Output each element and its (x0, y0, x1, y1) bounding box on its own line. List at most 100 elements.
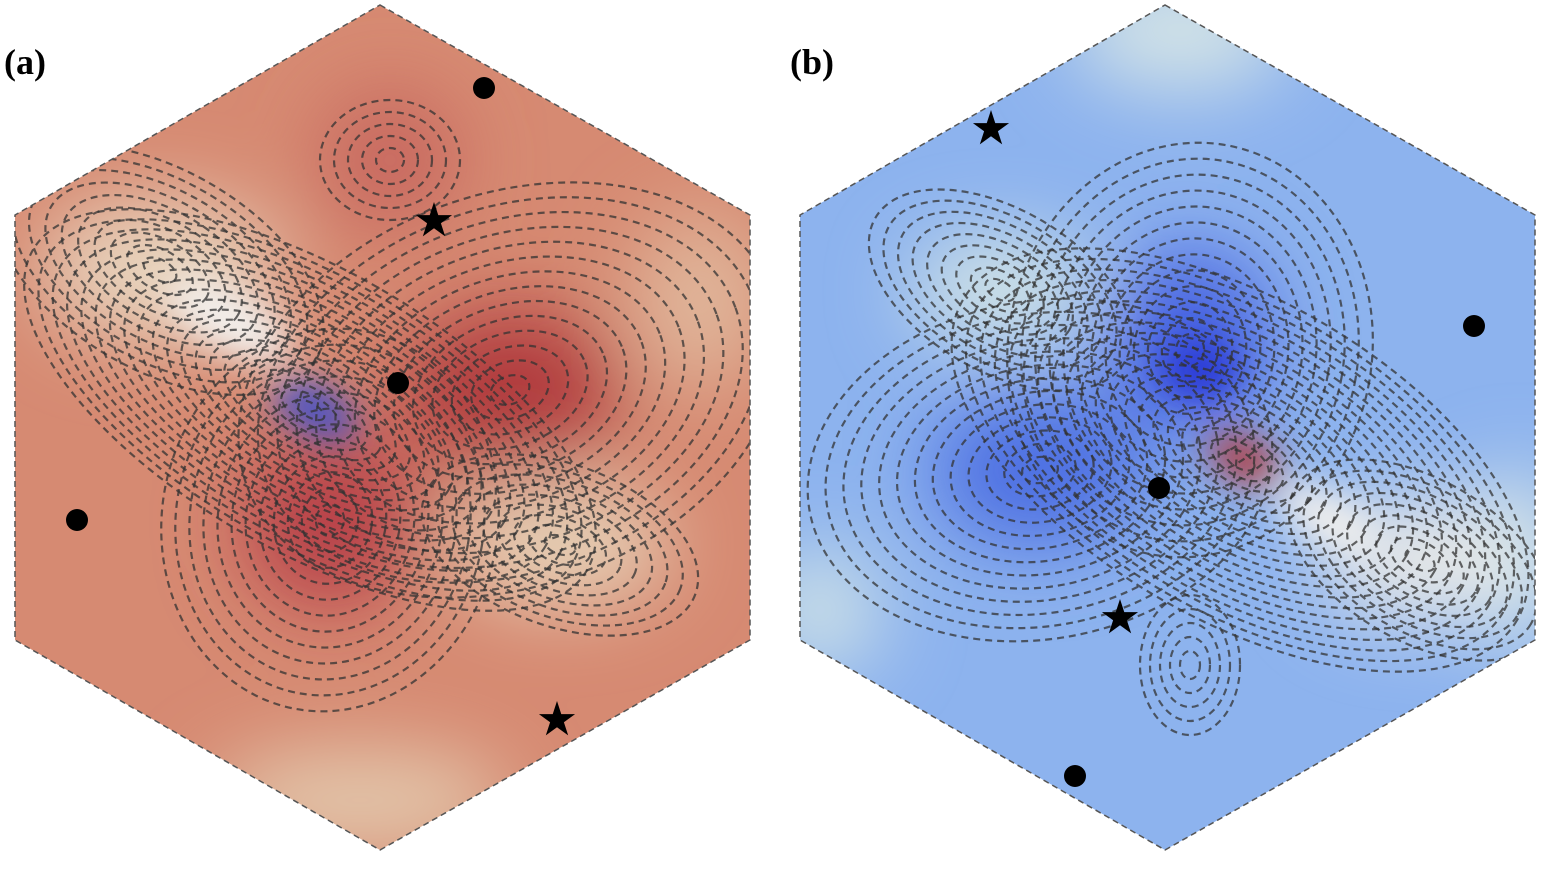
contour-line (60, 193, 260, 347)
contour-line (878, 350, 1202, 590)
contour-line (286, 471, 374, 569)
contour-line (1104, 253, 1276, 447)
contour-line (180, 318, 440, 502)
contour-line (137, 288, 483, 532)
contour-line (1404, 547, 1436, 573)
contour-line (1360, 514, 1480, 606)
contour-line (276, 210, 744, 570)
contour-line (251, 368, 369, 452)
markers-a (66, 77, 576, 736)
contour-line (216, 391, 444, 649)
contour-line (1375, 525, 1465, 595)
dot-marker (1463, 315, 1485, 337)
contour-line (955, 255, 1045, 325)
contour-line (1166, 405, 1314, 515)
dot-marker (1064, 765, 1086, 787)
contour-line (314, 502, 346, 538)
contour-line (188, 359, 472, 681)
contour-line (294, 398, 326, 422)
contour-line (1287, 458, 1535, 662)
contour-line (1138, 593, 1242, 737)
contour-line (1158, 621, 1222, 709)
panel-a-map (15, 5, 750, 850)
contour-line (1210, 437, 1270, 483)
contour-line (1003, 442, 1077, 498)
contour-line (860, 337, 1220, 603)
panel-label: (b) (790, 42, 834, 82)
contour-line (1195, 427, 1285, 493)
panel-label: (a) (4, 42, 46, 82)
contour-line (984, 277, 1016, 303)
contour-line (1302, 469, 1535, 651)
contour-line (23, 208, 597, 612)
contour-line (1094, 353, 1386, 567)
contour-line (528, 523, 592, 567)
contour-line (466, 483, 654, 607)
contour-line (392, 299, 628, 481)
contour-line (256, 196, 750, 584)
contour-line (1168, 635, 1212, 695)
contour-line (882, 199, 1118, 381)
contour-line (15, 156, 309, 384)
contour-line (126, 243, 194, 297)
contour-line (1021, 455, 1059, 485)
dot-marker (387, 372, 409, 394)
contour-line (65, 238, 555, 582)
contour-line (77, 206, 243, 334)
contour-line (451, 473, 669, 617)
hexagon-a (14, 4, 751, 851)
contour-line (165, 308, 455, 512)
contour-line (109, 231, 211, 309)
contour-line (374, 146, 406, 174)
contour-line (867, 188, 1133, 392)
contour-line (300, 487, 360, 553)
contour-line (258, 439, 402, 601)
contour-line (1178, 649, 1202, 681)
contour-line (913, 376, 1167, 564)
contour-line (108, 268, 512, 552)
contour-line (237, 181, 750, 599)
contour-line (450, 344, 570, 436)
contour-line (1123, 374, 1357, 546)
dot-marker (1148, 477, 1170, 499)
contour-line (208, 338, 412, 482)
contour-line (202, 375, 458, 665)
contour-line (314, 240, 706, 540)
contour-line (482, 493, 638, 597)
contour-line (174, 343, 486, 697)
contour-line (436, 463, 684, 627)
contour-line (967, 416, 1113, 524)
contour-line (1036, 310, 1444, 610)
contour-line (949, 403, 1131, 537)
contour-line (1152, 395, 1328, 525)
contour-line (142, 256, 178, 284)
contour-line (272, 455, 388, 585)
hexagon-b (799, 4, 1536, 851)
markers-b (972, 110, 1485, 787)
contour-line (80, 248, 540, 572)
contour-line (1034, 173, 1346, 527)
contour-line (37, 218, 583, 602)
contour-line (431, 329, 589, 451)
contour-line (931, 389, 1149, 551)
contour-line (1316, 480, 1524, 640)
contour-line (470, 359, 550, 421)
contour-line (497, 503, 623, 587)
panel-b-map (800, 5, 1535, 850)
contour-line (353, 270, 667, 510)
contour-line (543, 533, 577, 557)
contour-line (1346, 503, 1494, 617)
contour-line (280, 388, 340, 432)
contour-line (926, 233, 1074, 347)
contour-line (244, 423, 416, 617)
contour-line (806, 297, 1274, 643)
contour-line (194, 328, 426, 492)
contour-line (223, 348, 397, 472)
contour-line (1137, 384, 1343, 536)
contour-line (1008, 289, 1472, 631)
contour-line (151, 298, 469, 522)
contour-line (123, 278, 497, 542)
dot-marker (66, 509, 88, 531)
contour-line (1022, 300, 1458, 620)
contour-line (1109, 363, 1371, 557)
